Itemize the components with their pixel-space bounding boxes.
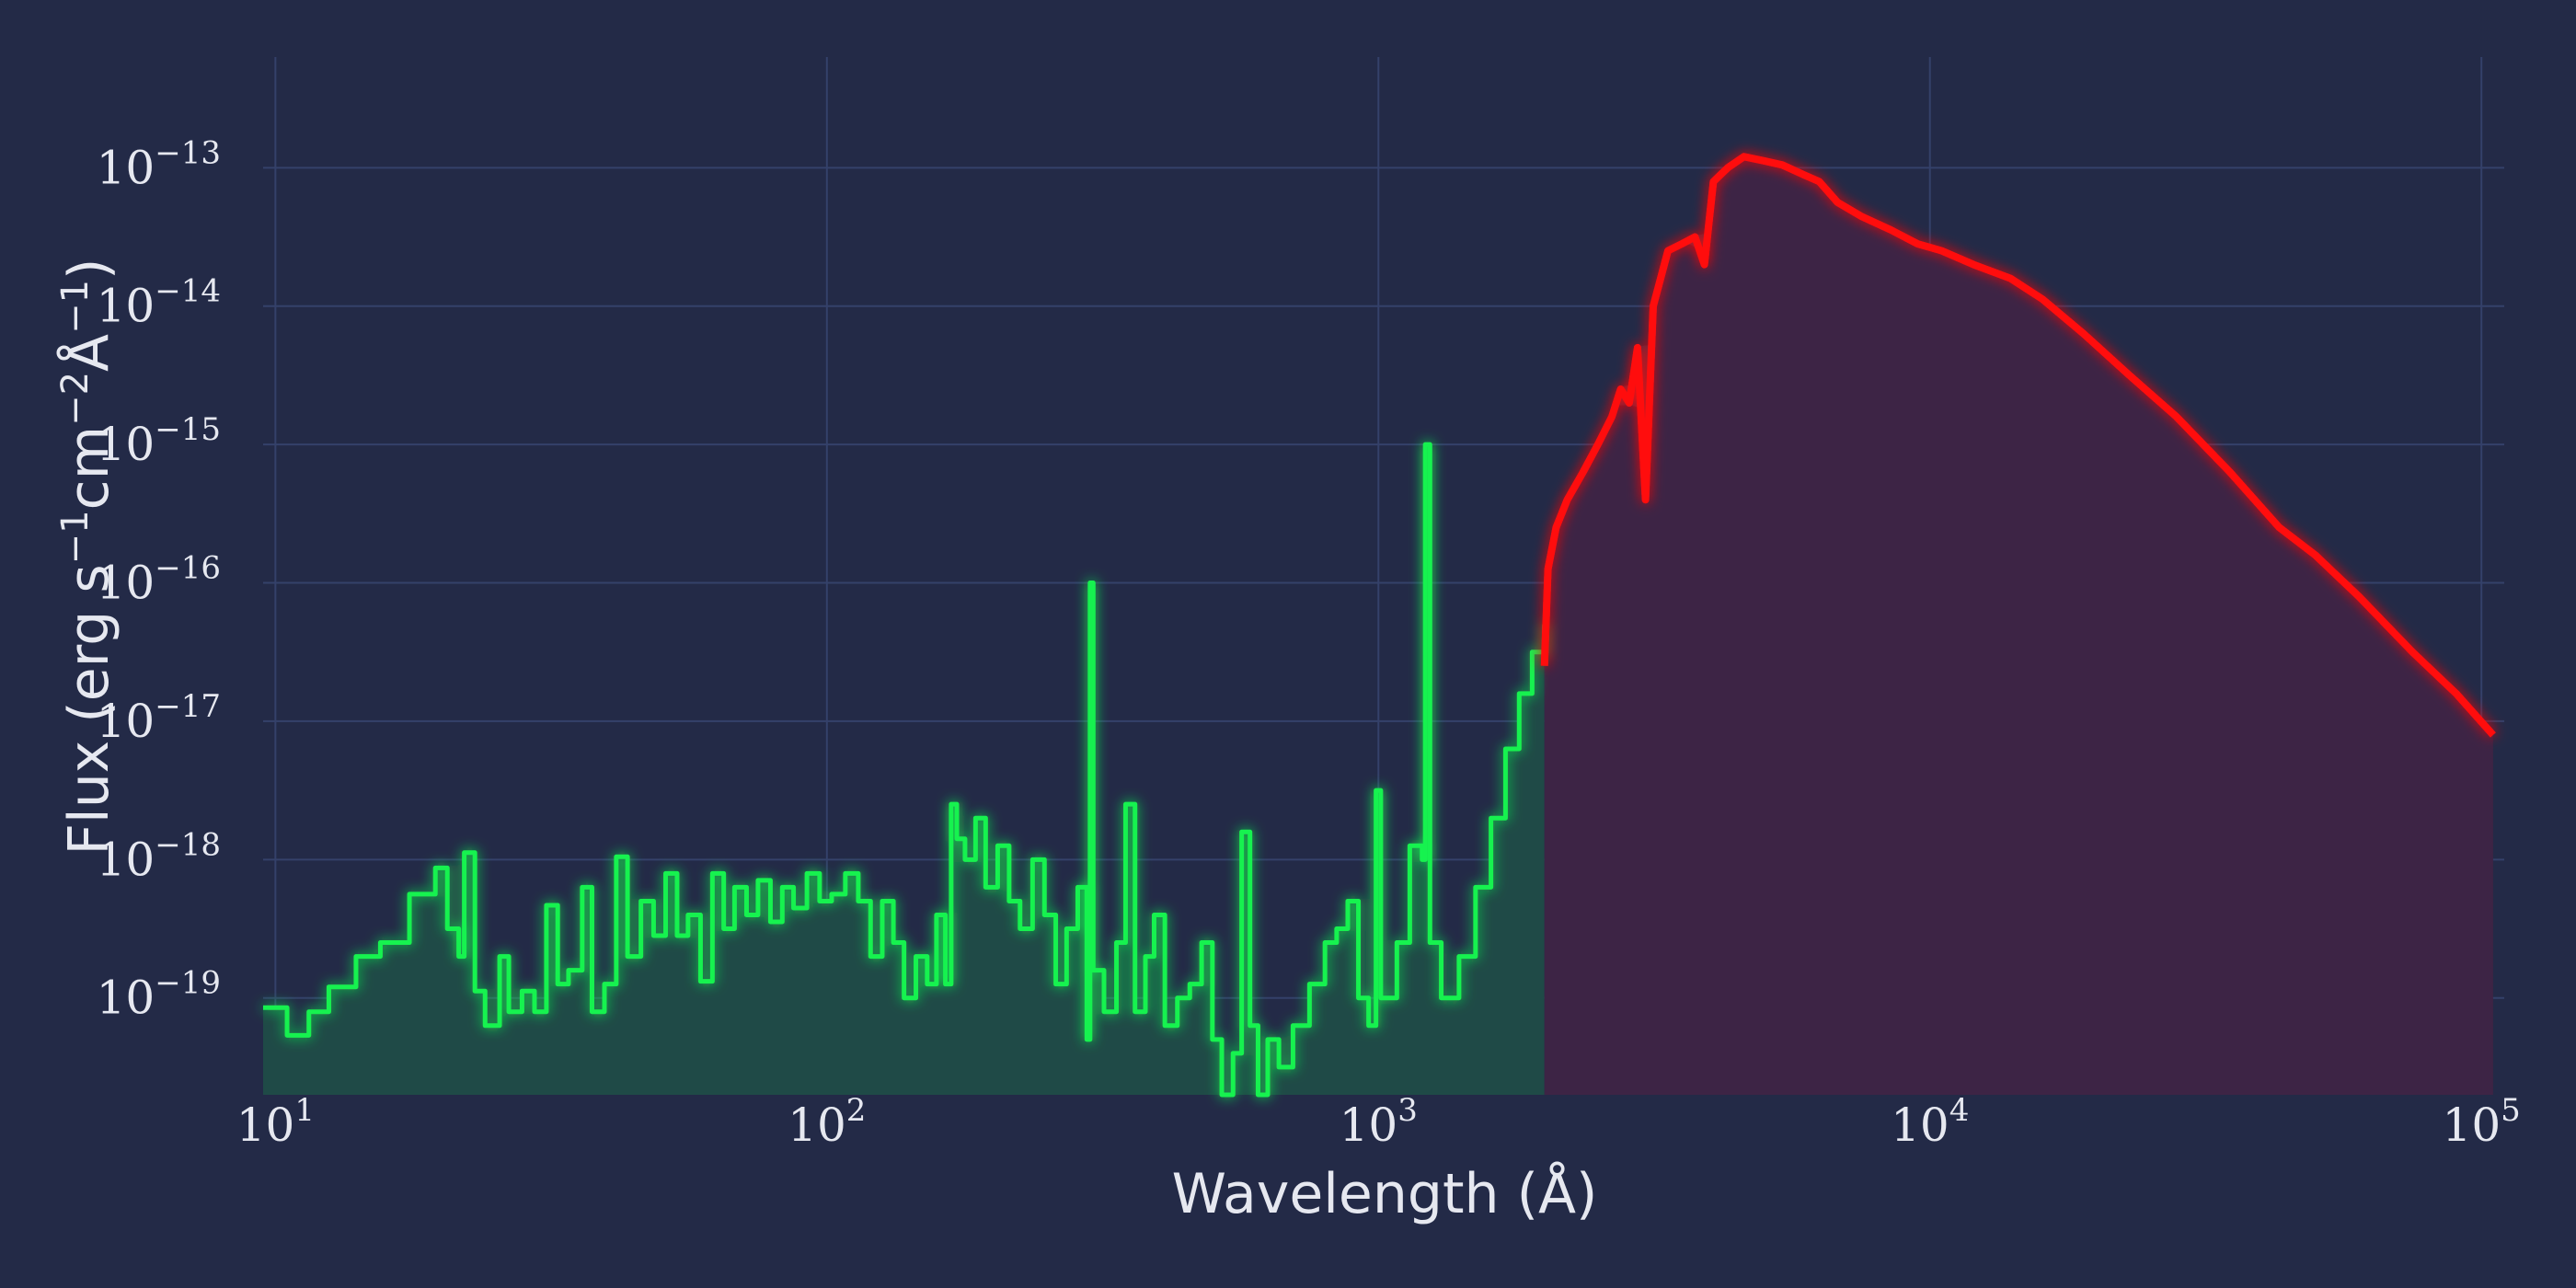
- x-tick-label: 102: [788, 1092, 866, 1152]
- x-axis-title: Wavelength (Å): [1172, 1161, 1598, 1226]
- y-tick-label: 10−18: [97, 826, 221, 886]
- y-tick-label: 10−17: [97, 688, 221, 748]
- series-0-line: [263, 442, 1547, 1098]
- y-tick-label: 10−15: [97, 411, 221, 471]
- x-tick-label: 103: [1340, 1092, 1418, 1152]
- x-tick-label: 101: [236, 1092, 315, 1152]
- y-axis-title: Flux (erg s−1cm−2Å−1): [54, 259, 121, 856]
- y-axis-title-pre: Flux (erg s: [57, 564, 121, 855]
- x-tick-label: 104: [1891, 1092, 1969, 1152]
- y-axis-title-mid2: Å: [56, 334, 121, 372]
- series-lines: [263, 153, 2496, 1098]
- tick-labels: 101 102 103 104 105 10−13 10−14 10−15 10−16 10−17…: [97, 134, 2521, 1152]
- y-axis-title-sup2: −2: [54, 372, 97, 426]
- y-axis-title-sup1: −1: [54, 510, 97, 564]
- series-1-line: [1540, 153, 2496, 738]
- y-axis-title-post: ): [57, 259, 121, 280]
- y-tick-label: 10−13: [97, 134, 221, 194]
- y-tick-label: 10−14: [97, 273, 221, 333]
- y-tick-label: 10−19: [97, 965, 221, 1025]
- y-axis-title-sup3: −1: [54, 280, 97, 334]
- y-axis-title-mid: cm: [57, 426, 121, 510]
- x-tick-label: 105: [2443, 1092, 2521, 1152]
- series-1-area: [1544, 156, 2493, 1096]
- y-tick-label: 10−16: [97, 550, 221, 610]
